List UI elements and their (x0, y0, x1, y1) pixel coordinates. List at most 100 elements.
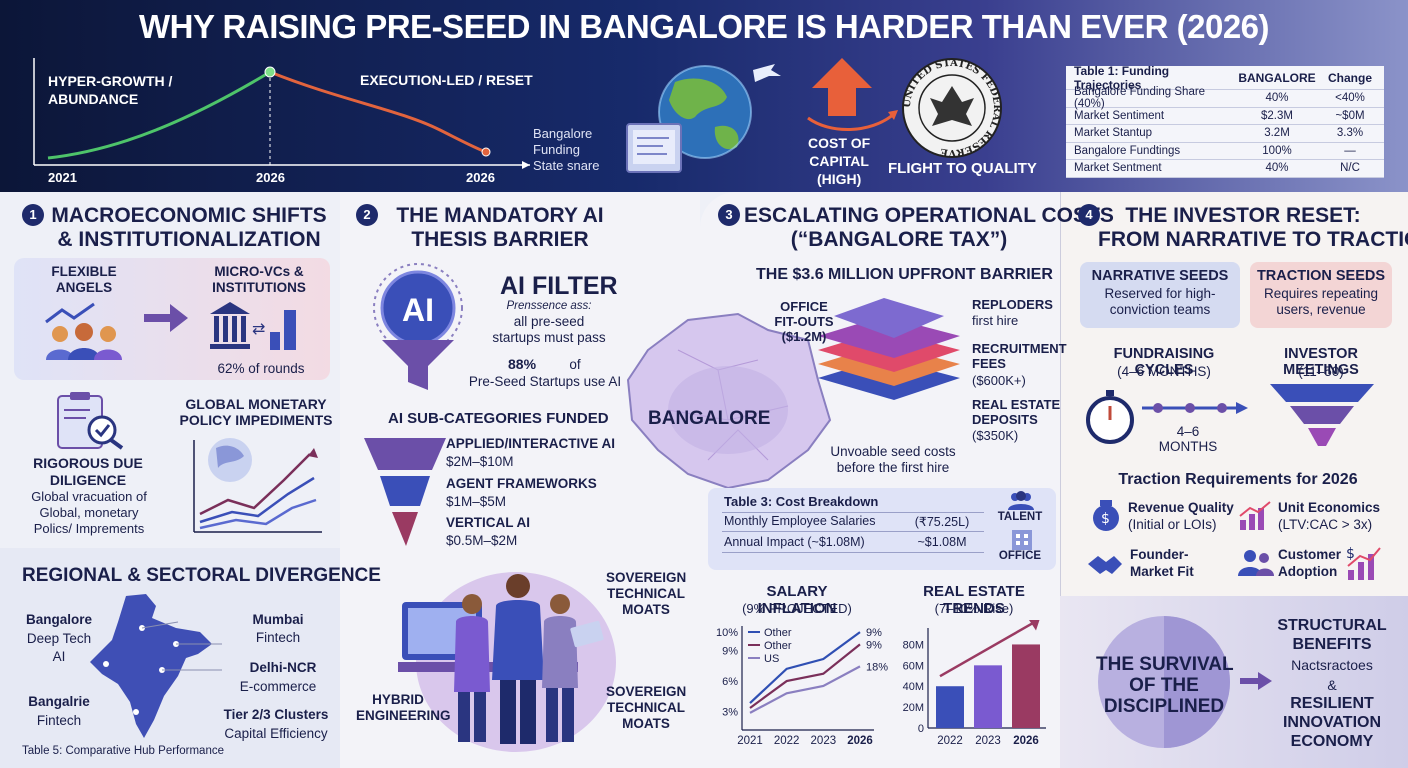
bangalore-map-icon (626, 312, 832, 490)
series-line (749, 665, 861, 714)
table-cell: 3.2M (1264, 127, 1290, 140)
y-tick-label: 6% (722, 676, 738, 688)
growth-chart-icon (1239, 501, 1271, 530)
hub-tier23: Tier 2/3 Clusters (223, 707, 329, 722)
traction-req-title: Traction Requirements for 2026 (1118, 471, 1358, 488)
legend-label: US (764, 653, 779, 665)
institution-bank-icon: ⇄ (210, 302, 296, 350)
micro-vc-share: 62% of rounds (217, 361, 305, 376)
x-tick-label: 2022 (774, 735, 800, 747)
money-bag-icon: $ (1093, 500, 1119, 531)
table5-caption: Table 5: Comparative Hub Performance (22, 745, 224, 757)
table-cell: Market Stantup (1074, 127, 1152, 140)
bangalore-map-label: BANGALORE (648, 408, 771, 429)
real-estate-trends-chart: 80M 60M 40M 20M 0 2022 2023 2026 (903, 620, 1046, 747)
req-revenue-quality-sub: (Initial or LOIs) (1128, 517, 1217, 532)
table3-cell: Monthly Employee Salaries (724, 514, 876, 528)
office-label: OFFICE (998, 550, 1042, 562)
reploders: REPLODERS (972, 297, 1053, 312)
x-tick-2026b: 2026 (466, 170, 495, 185)
section-4-number: 4 (1078, 204, 1100, 226)
legend-label: Other (764, 640, 792, 652)
narrative-seeds-title: NARRATIVE SEEDS (1091, 268, 1229, 284)
x-tick-label: 2026 (847, 735, 873, 747)
ai-filter-funnel-icon (373, 263, 463, 390)
table3-cell: Annual Impact (~$1.08M) (724, 535, 865, 549)
sovereign-moats-2: SOVEREIGN TECHNICAL MOATS (606, 684, 687, 731)
section-3-number: 3 (718, 204, 740, 226)
req-customer-adoption-sub: Adoption (1278, 564, 1338, 579)
series-end-label: 9% (866, 627, 882, 639)
realestate-chart-title: REAL ESTATE TRENDS (923, 583, 1025, 617)
realestate-chart-subtitle: (7–10% Rise) (934, 601, 1014, 616)
survival-title: THE SURVIVAL OF THE DISCIPLINED (1096, 654, 1234, 717)
req-founder-market-sub: Market Fit (1130, 564, 1194, 579)
subcategory-funnel (364, 438, 446, 546)
req-customer-adoption: Customer (1278, 547, 1342, 562)
unavoidable-costs: Unvoable seed costs before the first hir… (830, 444, 956, 475)
monitor-icon (626, 123, 682, 173)
y-tick-label: 10% (716, 627, 738, 639)
table-cell: 40% (1265, 162, 1289, 175)
y-tick-label: 20M (903, 702, 924, 714)
ai-stat-value: 88% (508, 356, 537, 372)
hub-mumbai-sector: Fintech (255, 630, 301, 645)
table3-card (708, 488, 1056, 570)
table3-rule (722, 552, 984, 553)
arrow-right-icon (144, 304, 188, 332)
table-cell: 3.3% (1336, 127, 1364, 140)
legend-label: Other (764, 627, 792, 639)
svg-text:$: $ (1101, 511, 1110, 527)
handshake-icon (1088, 556, 1122, 574)
ai-stat-text: of Pre-Seed Startups use AI (468, 357, 622, 389)
salary-chart-subtitle: (9% PROJECTED) (742, 601, 852, 616)
dollar-growth-icon: $ (1346, 546, 1381, 580)
y-tick-label: 0 (918, 723, 924, 735)
table-cell: Bangalore Fundtings (1074, 144, 1181, 157)
office-building-icon (1012, 530, 1032, 550)
hub-delhi-sector: E-commerce (239, 679, 317, 694)
x-tick-label: 2023 (975, 735, 1001, 747)
table-row: Market Stantup 3.2M 3.3% (1066, 125, 1384, 143)
bar (1012, 644, 1040, 728)
table-row: Market Sentiment $2.3M ~$0M (1066, 108, 1384, 125)
table-funding-trajectories: Table 1: Funding Trajectories BANGALORE … (1066, 64, 1384, 178)
ai-subcategories-title: AI SUB-CATEGORIES FUNDED (388, 410, 609, 427)
table-row: Market Sentment 40% N/C (1066, 160, 1384, 178)
hub-bangalrie-sector: Fintech (36, 713, 82, 728)
narrative-seeds-card (1080, 262, 1240, 328)
globe-icon (626, 64, 781, 173)
survival-circle (1098, 616, 1230, 748)
table-row: Bangalore Funding Share (40%) 40% <40% (1066, 86, 1384, 110)
table-cell: Market Sentiment (1074, 109, 1165, 122)
label-micro-vcs: MICRO-VCs & INSTITUTIONS (212, 264, 306, 295)
label-flexible-angels: FLEXIBLE ANGELS (51, 264, 117, 295)
table3-rule (722, 512, 984, 513)
hybrid-engineering: HYBRID ENGINEERING (356, 692, 451, 723)
label-flight-to-quality: FLIGHT TO QUALITY (888, 160, 1037, 177)
cat-applied-ai-range: $2M–$10M (446, 454, 514, 469)
cost-up-arrow-icon (807, 58, 898, 131)
hub-mumbai: Mumbai (252, 612, 304, 627)
section-1-title: MACROECONOMIC SHIFTS & INSTITUTIONALIZAT… (51, 204, 327, 251)
table-cell: 40% (1265, 92, 1289, 105)
bar (974, 665, 1002, 728)
arrow-right-icon (1240, 672, 1272, 690)
table3-cell: (₹75.25L) (914, 515, 970, 529)
y-tick-label: 60M (903, 660, 924, 672)
table1-head-2: BANGALORE (1238, 70, 1316, 85)
narrative-seeds-desc: Reserved for high- conviction teams (1104, 286, 1216, 317)
cat-agent-frameworks-range: $1M–$5M (446, 494, 507, 509)
series-line (749, 631, 861, 704)
section-2-number: 2 (356, 204, 378, 226)
table1-head-3: Change (1327, 70, 1372, 85)
section-2-title: THE MANDATORY AI THESIS BARRIER (396, 204, 604, 251)
trend-arrow-head (1029, 620, 1040, 631)
x-tick-label: 2026 (1013, 735, 1039, 747)
rising-trend-chart-icon (193, 438, 322, 533)
resilient-economy: RESILIENT INNOVATION ECONOMY (1282, 695, 1382, 750)
ai-filter-sub1: Prenssence ass: (506, 300, 592, 312)
investor-meetings-title: INVESTOR MEETINGS (1283, 346, 1359, 378)
office-fitouts: OFFICE FIT-OUTS ($1.2M) (774, 299, 834, 344)
label-hyper-growth: HYPER-GROWTH / ABUNDANCE (48, 73, 173, 107)
